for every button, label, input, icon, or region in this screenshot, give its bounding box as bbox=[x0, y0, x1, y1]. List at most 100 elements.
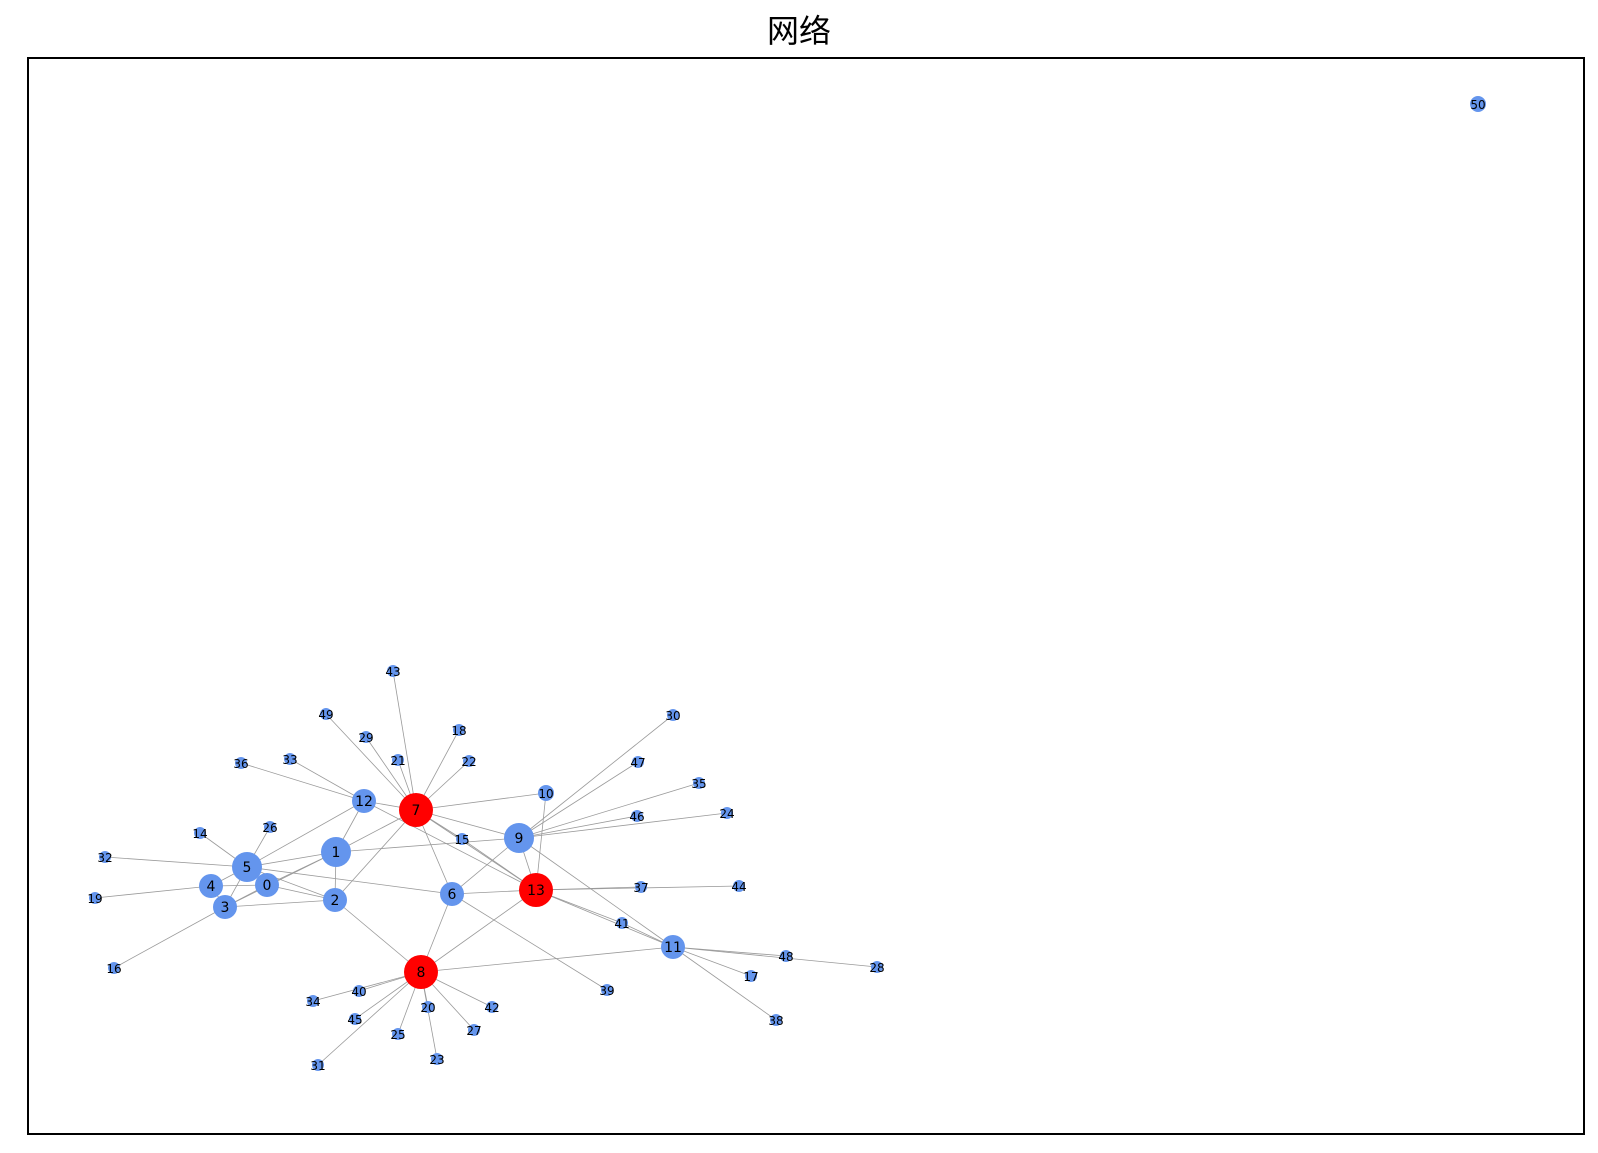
node-circle-9 bbox=[504, 823, 534, 853]
node-24: 24 bbox=[719, 807, 735, 821]
node-circle-39 bbox=[601, 984, 613, 996]
node-circle-50 bbox=[1470, 96, 1486, 112]
node-label-29: 29 bbox=[358, 731, 373, 745]
node-14: 14 bbox=[192, 827, 208, 841]
node-32: 32 bbox=[97, 851, 113, 865]
node-circle-46 bbox=[631, 810, 643, 822]
node-circle-42 bbox=[486, 1001, 498, 1013]
node-42: 42 bbox=[484, 1001, 500, 1015]
edge-11-38 bbox=[672, 946, 777, 1021]
node-46: 46 bbox=[629, 810, 645, 824]
node-circle-19 bbox=[89, 892, 101, 904]
node-label-2: 2 bbox=[331, 893, 340, 909]
node-label-35: 35 bbox=[691, 777, 706, 791]
node-26: 26 bbox=[262, 821, 278, 835]
node-10: 10 bbox=[538, 785, 554, 801]
node-47: 47 bbox=[630, 756, 646, 770]
node-35: 35 bbox=[691, 777, 707, 791]
node-circle-45 bbox=[349, 1013, 361, 1025]
edge-9-47 bbox=[518, 761, 639, 839]
node-label-40: 40 bbox=[351, 985, 366, 999]
node-label-16: 16 bbox=[106, 962, 121, 976]
edge-9-24 bbox=[518, 812, 728, 839]
node-label-0: 0 bbox=[263, 878, 272, 894]
edge-4-19 bbox=[94, 885, 212, 899]
node-label-46: 46 bbox=[629, 810, 644, 824]
edge-9-35 bbox=[518, 782, 700, 839]
node-circle-43 bbox=[387, 665, 399, 677]
node-circle-14 bbox=[194, 827, 206, 839]
node-circle-4 bbox=[199, 874, 223, 898]
node-circle-24 bbox=[721, 807, 733, 819]
node-4: 4 bbox=[199, 874, 223, 898]
edge-5-12 bbox=[246, 800, 365, 868]
node-label-11: 11 bbox=[664, 940, 682, 956]
node-40: 40 bbox=[351, 985, 367, 999]
edge-11-28 bbox=[672, 946, 878, 968]
edge-1-9 bbox=[335, 837, 520, 853]
node-label-49: 49 bbox=[318, 708, 333, 722]
node-49: 49 bbox=[318, 708, 334, 722]
node-13: 13 bbox=[519, 873, 553, 907]
edge-12-36 bbox=[240, 762, 365, 802]
node-12: 12 bbox=[352, 789, 376, 813]
node-label-24: 24 bbox=[719, 807, 734, 821]
node-31: 31 bbox=[310, 1059, 326, 1073]
node-label-3: 3 bbox=[221, 900, 230, 916]
node-circle-8 bbox=[404, 955, 438, 989]
node-circle-35 bbox=[693, 777, 705, 789]
node-circle-44 bbox=[733, 880, 745, 892]
node-circle-1 bbox=[321, 837, 351, 867]
node-9: 9 bbox=[504, 823, 534, 853]
node-45: 45 bbox=[347, 1013, 363, 1027]
node-21: 21 bbox=[390, 754, 406, 768]
node-2: 2 bbox=[323, 888, 347, 912]
chart-title: 网络 bbox=[766, 12, 831, 50]
node-38: 38 bbox=[768, 1014, 784, 1028]
node-circle-27 bbox=[468, 1024, 480, 1036]
node-label-33: 33 bbox=[282, 753, 297, 767]
edge-9-46 bbox=[518, 815, 638, 839]
node-circle-31 bbox=[312, 1059, 324, 1071]
node-50: 50 bbox=[1470, 96, 1486, 112]
node-28: 28 bbox=[869, 961, 885, 975]
node-label-18: 18 bbox=[451, 724, 466, 738]
edge-2-5 bbox=[246, 866, 336, 901]
node-44: 44 bbox=[731, 880, 747, 894]
node-label-42: 42 bbox=[484, 1001, 499, 1015]
node-label-27: 27 bbox=[466, 1024, 481, 1038]
node-label-25: 25 bbox=[390, 1028, 405, 1042]
node-22: 22 bbox=[461, 755, 477, 769]
node-label-45: 45 bbox=[347, 1013, 362, 1027]
node-circle-28 bbox=[871, 961, 883, 973]
node-circle-16 bbox=[108, 962, 120, 974]
node-circle-7 bbox=[399, 793, 433, 827]
edge-9-30 bbox=[518, 714, 674, 839]
node-27: 27 bbox=[466, 1024, 482, 1038]
node-circle-47 bbox=[632, 756, 644, 768]
edge-11-48 bbox=[672, 946, 787, 957]
edge-2-8 bbox=[334, 899, 422, 973]
node-circle-26 bbox=[264, 821, 276, 833]
node-0: 0 bbox=[255, 873, 279, 897]
edge-2-7 bbox=[334, 809, 417, 901]
edge-11-13 bbox=[535, 889, 674, 948]
node-label-10: 10 bbox=[538, 787, 553, 801]
node-label-13: 13 bbox=[527, 883, 545, 899]
node-circle-10 bbox=[538, 785, 554, 801]
node-circle-11 bbox=[661, 935, 685, 959]
node-label-43: 43 bbox=[385, 665, 400, 679]
edge-6-39 bbox=[451, 893, 608, 991]
node-circle-3 bbox=[213, 895, 237, 919]
edge-12-33 bbox=[289, 758, 365, 802]
node-23: 23 bbox=[429, 1053, 445, 1067]
node-label-17: 17 bbox=[743, 970, 758, 984]
node-label-38: 38 bbox=[768, 1014, 783, 1028]
node-17: 17 bbox=[743, 970, 759, 984]
node-33: 33 bbox=[282, 753, 298, 767]
node-circle-32 bbox=[99, 851, 111, 863]
node-label-5: 5 bbox=[243, 860, 252, 876]
node-label-30: 30 bbox=[665, 709, 680, 723]
node-label-19: 19 bbox=[87, 892, 102, 906]
node-circle-6 bbox=[440, 882, 464, 906]
